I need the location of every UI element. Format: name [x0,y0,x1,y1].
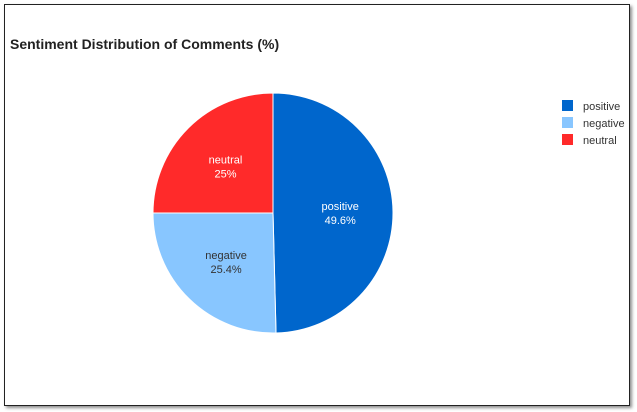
pie-slice-positive [272,92,394,334]
legend-swatch-positive [562,100,573,111]
legend-swatch-negative [562,117,573,128]
legend-swatch-neutral [562,134,573,145]
legend-label-neutral: neutral [583,135,617,147]
legend: positive negative neutral [562,100,625,147]
chart-frame: Sentiment Distribution of Comments (%) p… [4,4,630,406]
pie-slice-labels: positive 49.6% negative 25.4% neutral 25% [205,154,359,276]
slice-label-neutral: neutral 25% [209,154,243,180]
slice-label-negative: negative 25.4% [205,250,247,276]
pie-slices [152,92,394,334]
legend-label-negative: negative [583,118,625,130]
legend-label-positive: positive [583,101,620,113]
pie-chart: positive 49.6% negative 25.4% neutral 25% pos… [152,92,625,334]
pie-slice-neutral [152,92,274,214]
slice-label-positive: positive 49.6% [322,201,359,227]
chart-title: Sentiment Distribution of Comments (%) [10,36,280,52]
pie-slice-negative [152,212,277,334]
